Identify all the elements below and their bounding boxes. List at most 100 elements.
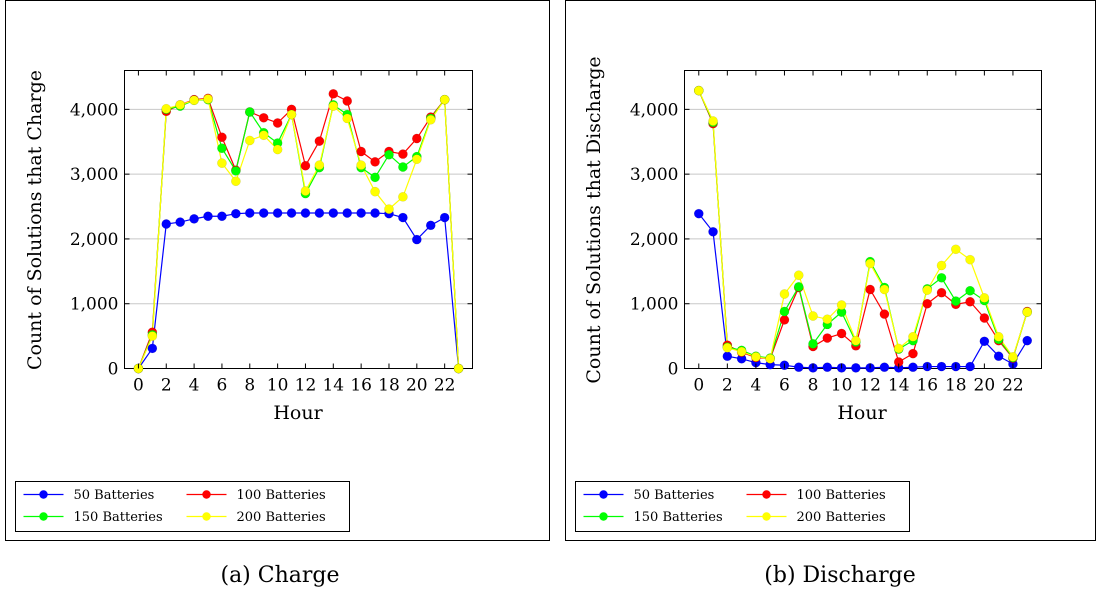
charge-point-100-batteries (398, 149, 408, 159)
charge-point-50-batteries (245, 208, 255, 218)
discharge-x-tick-label: 0 (693, 376, 704, 396)
charge-caption: (a) Charge (220, 563, 339, 588)
charge-point-100-batteries (258, 113, 269, 123)
charge-x-tick-label: 2 (161, 376, 172, 396)
charge-x-tick-label: 8 (244, 376, 255, 396)
charge-point-200-batteries (412, 154, 422, 165)
charge-point-50-batteries (328, 208, 339, 218)
charge-series (133, 89, 464, 374)
discharge-point-100-batteries (936, 287, 947, 298)
charge-point-50-batteries (370, 208, 380, 218)
discharge-point-200-batteries (1022, 307, 1032, 317)
discharge-legend-marker-50-batteries (599, 490, 608, 499)
discharge-point-50-batteries (851, 363, 861, 373)
discharge-caption: (b) Discharge (764, 563, 915, 588)
charge-point-50-batteries (189, 214, 199, 224)
charge-point-200-batteries (175, 100, 185, 110)
charge-x-tick-label: 0 (133, 376, 144, 396)
charge-point-50-batteries (161, 219, 172, 229)
discharge-point-50-batteries (908, 362, 918, 372)
charge-point-150-batteries (245, 107, 255, 117)
charge-x-tick-label: 12 (295, 376, 317, 396)
charge-point-100-batteries (328, 89, 339, 99)
discharge-legend-box (575, 481, 910, 532)
discharge-point-100-batteries (779, 315, 790, 325)
discharge-point-200-batteries (879, 284, 890, 295)
discharge-legend-label-100-batteries: 100 Batteries (797, 488, 886, 503)
charge-y-tick-label: 1,000 (70, 295, 119, 315)
charge-point-200-batteries (231, 176, 241, 187)
charge-point-50-batteries (203, 211, 213, 222)
discharge-point-200-batteries (708, 116, 718, 126)
charge-point-200-batteries (203, 94, 213, 104)
discharge-point-100-batteries (979, 313, 990, 323)
discharge-point-200-batteries (993, 332, 1004, 342)
discharge-y-axis-label: Count of Solutions that Discharge (583, 56, 605, 383)
discharge-point-200-batteries (979, 293, 990, 303)
charge-point-50-batteries (342, 208, 352, 218)
charge-point-50-batteries (356, 208, 366, 218)
charge-y-tick-label: 3,000 (70, 165, 119, 185)
discharge-x-tick-label: 20 (974, 376, 996, 396)
discharge-line-50-batteries (698, 213, 1028, 369)
discharge-x-tick-label: 10 (831, 376, 853, 396)
charge-point-200-batteries (161, 103, 172, 114)
charge-legend-label-200-batteries: 200 Batteries (237, 510, 326, 525)
charge-x-tick-label: 16 (350, 376, 372, 396)
charge-point-200-batteries (286, 109, 297, 120)
discharge-point-100-batteries (865, 284, 875, 295)
charge-point-50-batteries (300, 208, 311, 218)
charge-y-tick-label: 2,000 (70, 230, 119, 250)
discharge-gridlines (684, 108, 1042, 305)
charge-legend-label-100-batteries: 100 Batteries (237, 488, 326, 503)
discharge-point-50-batteries (879, 362, 890, 372)
charge-point-100-batteries (412, 133, 422, 144)
discharge-x-tick-label: 16 (916, 376, 938, 396)
charge-point-200-batteries (258, 130, 269, 141)
discharge-point-200-batteries (965, 254, 975, 265)
discharge-point-100-batteries (908, 348, 918, 359)
charge-panel-frame (5, 0, 550, 541)
discharge-legend: 50 Batteries 100 Batteries 150 Batteries 20… (575, 481, 910, 532)
charge-point-100-batteries (342, 96, 352, 106)
charge-x-axis-label: Hour (273, 402, 323, 424)
discharge-legend-label-150-batteries: 150 Batteries (634, 510, 723, 525)
charge-legend-label-50-batteries: 50 Batteries (74, 488, 155, 503)
discharge-y-tick-label: 2,000 (630, 230, 679, 250)
charge-x-tick-label: 20 (406, 376, 428, 396)
discharge-point-200-batteries (808, 311, 818, 321)
discharge-point-50-batteries (694, 208, 704, 219)
discharge-point-50-batteries (793, 362, 804, 372)
charge-point-50-batteries (425, 220, 436, 231)
discharge-point-50-batteries (993, 351, 1004, 361)
discharge-point-200-batteries (922, 285, 933, 295)
discharge-panel-frame (565, 0, 1096, 541)
charge-legend-label-150-batteries: 150 Batteries (74, 510, 163, 525)
charge-point-200-batteries (314, 160, 325, 170)
charge-line-100-batteries (137, 92, 460, 369)
charge-legend-marker-50-batteries (39, 490, 48, 499)
charge-point-150-batteries (398, 162, 408, 172)
charge-point-200-batteries (328, 101, 339, 111)
charge-point-50-batteries (231, 208, 241, 219)
charge-point-200-batteries (356, 160, 366, 170)
charge-legend-marker-150-batteries (39, 512, 48, 521)
charge-point-200-batteries (189, 95, 199, 106)
charge-line-50-batteries (137, 212, 460, 369)
discharge-point-200-batteries (694, 85, 704, 96)
discharge-point-150-batteries (808, 339, 818, 349)
charge-point-50-batteries (398, 212, 408, 223)
charge-legend-marker-100-batteries (202, 490, 211, 499)
discharge-point-200-batteries (865, 258, 875, 269)
discharge-point-200-batteries (722, 343, 733, 353)
charge-point-200-batteries (425, 114, 436, 125)
discharge-x-tick-label: 8 (808, 376, 819, 396)
discharge-legend-marker-150-batteries (599, 512, 608, 521)
discharge-point-150-batteries (951, 296, 961, 306)
charge-y-tick-label: 4,000 (70, 100, 119, 120)
charge-point-200-batteries (439, 94, 450, 105)
discharge-point-200-batteries (836, 300, 847, 310)
discharge-point-200-batteries (893, 343, 904, 354)
discharge-point-200-batteries (765, 354, 775, 364)
